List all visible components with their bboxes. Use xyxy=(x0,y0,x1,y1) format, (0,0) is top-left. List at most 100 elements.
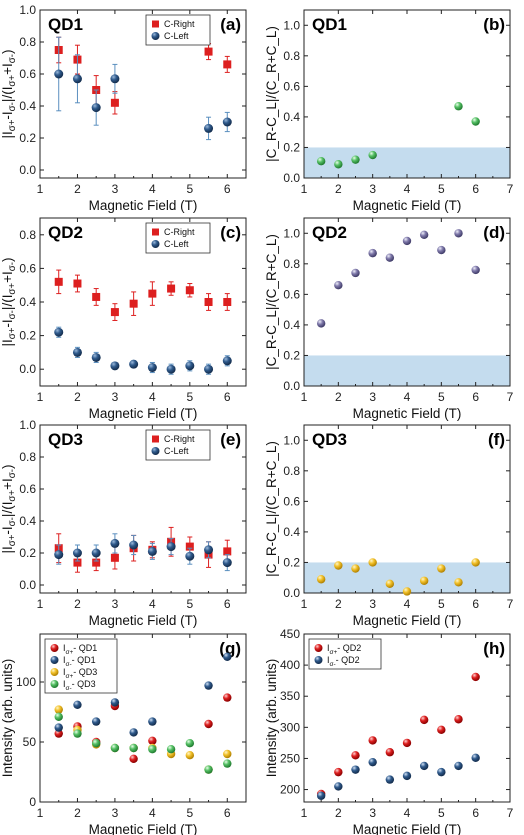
data-point xyxy=(316,575,326,584)
x-tick-label: 1 xyxy=(301,597,308,611)
x-tick-label: 1 xyxy=(37,182,44,196)
legend: C-Right C-Left xyxy=(145,14,211,46)
data-point xyxy=(437,767,446,777)
legend-marker xyxy=(152,435,159,443)
data-point xyxy=(334,561,343,570)
x-tick-label: 3 xyxy=(369,182,376,196)
y-tick-label: 0.8 xyxy=(283,464,300,478)
y-axis-label: |Iσ+-Iσ-|/(Iσ++Iσ-) xyxy=(0,49,18,138)
y-tick-label: 0.2 xyxy=(283,555,300,569)
y-tick-label: 350 xyxy=(280,689,300,703)
legend-entry: C-Right xyxy=(164,19,195,29)
data-point xyxy=(454,578,463,587)
data-point xyxy=(185,739,195,748)
x-tick-label: 5 xyxy=(186,806,193,820)
plot-frame xyxy=(39,217,247,387)
y-tick-label: 0.4 xyxy=(19,295,36,309)
qd-label: QD3 xyxy=(312,430,347,449)
data-point xyxy=(91,717,101,726)
y-axis-label-group: |Iσ+-Iσ-|/(Iσ++Iσ-) xyxy=(0,257,18,346)
y-tick-label: 0.4 xyxy=(19,514,36,528)
legend-entry: C-Left xyxy=(164,239,189,249)
y-tick-label: 0.6 xyxy=(283,287,300,301)
x-tick-label: 6 xyxy=(224,182,231,196)
data-point xyxy=(129,743,138,753)
y-tick-label: 0.4 xyxy=(283,525,300,539)
series-0 xyxy=(316,102,480,169)
data-point xyxy=(454,715,463,724)
x-tick-label: 4 xyxy=(149,806,156,820)
qd-label: QD2 xyxy=(48,223,83,242)
chart-panel-f: 1 2 3 4 5 6 7 0.0 0.2 0.4 0.6 0.8 1.0 Magnetic Field … xyxy=(264,424,514,628)
data-point xyxy=(185,286,194,295)
data-point xyxy=(110,361,120,371)
data-point xyxy=(167,284,176,293)
legend-entry: Iσ+- QD1 xyxy=(63,643,97,656)
y-tick-label: 1.0 xyxy=(19,418,36,432)
data-point xyxy=(437,725,446,735)
data-point xyxy=(92,292,101,301)
data-point xyxy=(351,751,360,760)
data-point xyxy=(185,551,195,561)
y-axis-label: |Iσ+-Iσ-|/(Iσ++Iσ-) xyxy=(0,257,18,346)
chart-panel-g: 1 2 3 4 5 6 0 50 100 Magnetic Field (T) Intensity … xyxy=(0,633,247,835)
data-point xyxy=(334,281,343,290)
data-point xyxy=(351,155,360,164)
x-axis-label: Magnetic Field (T) xyxy=(89,198,198,213)
data-point xyxy=(54,69,64,79)
data-point xyxy=(147,546,157,556)
x-tick-label: 1 xyxy=(37,390,44,404)
data-point xyxy=(72,74,82,84)
data-point xyxy=(316,319,326,328)
qd-label: QD1 xyxy=(312,15,347,34)
chart-panel-a: 1 2 3 4 5 6 0.0 0.2 0.4 0.6 0.8 1.0 Magnetic Field (… xyxy=(0,3,247,213)
legend-entry: Iσ+- QD2 xyxy=(327,643,361,656)
panel-label: (d) xyxy=(483,223,505,242)
data-point xyxy=(110,538,120,548)
legend: C-Right C-Left xyxy=(145,429,211,461)
y-axis-label-group: |C_R-C_L|/(C_R+C_L) xyxy=(264,234,279,370)
x-tick-label: 2 xyxy=(74,597,81,611)
x-axis-label: Magnetic Field (T) xyxy=(89,613,198,628)
x-tick-label: 2 xyxy=(74,806,81,820)
x-tick-label: 7 xyxy=(507,182,514,196)
data-point xyxy=(148,736,157,745)
data-point xyxy=(368,736,377,745)
data-point xyxy=(222,117,232,127)
chart-panel-d: 1 2 3 4 5 6 7 0.0 0.2 0.4 0.6 0.8 1.0 Magnetic Field … xyxy=(264,217,514,421)
data-point xyxy=(92,558,101,567)
data-point xyxy=(204,719,213,729)
data-point xyxy=(402,771,412,781)
data-point xyxy=(222,558,232,568)
y-axis-label: Intensity (arb. units) xyxy=(264,659,279,778)
y-axis-label: |C_R-C_L|/(C_R+C_L) xyxy=(264,234,279,370)
y-tick-label: 0.6 xyxy=(283,79,300,93)
y-tick-label: 0.8 xyxy=(283,49,300,63)
x-tick-label: 7 xyxy=(507,390,514,404)
y-tick-label: 0.0 xyxy=(19,362,36,376)
data-point xyxy=(148,289,157,298)
panel-label: (b) xyxy=(483,15,505,34)
data-point xyxy=(471,117,480,126)
legend-marker xyxy=(151,32,160,40)
y-tick-label: 0.0 xyxy=(19,578,36,592)
x-tick-label: 2 xyxy=(335,390,342,404)
data-point xyxy=(54,327,64,337)
chart-panel-c: 1 2 3 4 5 6 0.0 0.2 0.4 0.6 0.8 Magnetic Field (T) |… xyxy=(0,217,247,421)
data-point xyxy=(72,347,82,357)
panel-label: (a) xyxy=(220,15,241,34)
x-tick-label: 1 xyxy=(37,806,44,820)
x-tick-label: 6 xyxy=(224,390,231,404)
legend-marker xyxy=(152,20,159,28)
y-axis-label-group: Intensity (arb. units) xyxy=(0,659,15,778)
series-3 xyxy=(54,712,232,774)
data-point xyxy=(73,700,82,709)
series-0 xyxy=(316,672,480,799)
legend-entry: C-Left xyxy=(164,31,189,41)
y-tick-label: 0.2 xyxy=(19,329,36,343)
legend-marker xyxy=(152,228,159,236)
data-point xyxy=(402,738,412,748)
data-point xyxy=(368,558,377,567)
